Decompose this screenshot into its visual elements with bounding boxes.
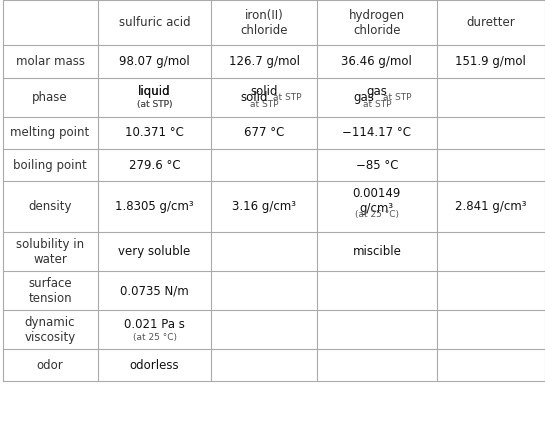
Text: 126.7 g/mol: 126.7 g/mol [229, 55, 300, 68]
Text: dynamic
viscosity: dynamic viscosity [25, 315, 76, 344]
Text: solid: solid [241, 90, 268, 104]
Text: boiling point: boiling point [13, 159, 87, 171]
Text: (at 25 °C): (at 25 °C) [355, 210, 399, 219]
Text: odor: odor [37, 359, 64, 372]
Text: 0.00149
g/cm³: 0.00149 g/cm³ [353, 187, 401, 215]
Text: 3.16 g/cm³: 3.16 g/cm³ [232, 200, 296, 213]
Text: molar mass: molar mass [16, 55, 84, 68]
Text: at STP: at STP [273, 93, 301, 101]
Text: 36.46 g/mol: 36.46 g/mol [341, 55, 413, 68]
Text: melting point: melting point [10, 126, 90, 139]
Text: at STP: at STP [362, 101, 391, 109]
Text: gas: gas [366, 85, 387, 98]
Text: gas: gas [353, 90, 374, 104]
Text: hydrogen
chloride: hydrogen chloride [349, 8, 405, 37]
Text: liquid: liquid [138, 85, 171, 98]
Text: liquid: liquid [138, 85, 171, 98]
Text: 10.371 °C: 10.371 °C [125, 126, 184, 139]
Text: very soluble: very soluble [118, 245, 191, 258]
Text: surface
tension: surface tension [28, 276, 72, 305]
Text: (at STP): (at STP) [137, 101, 172, 109]
Text: odorless: odorless [130, 359, 179, 372]
Text: duretter: duretter [467, 16, 515, 29]
Text: sulfuric acid: sulfuric acid [119, 16, 190, 29]
Text: density: density [28, 200, 72, 213]
Text: at STP: at STP [383, 93, 411, 101]
Text: phase: phase [32, 90, 68, 104]
Text: 0.0735 N/m: 0.0735 N/m [120, 284, 189, 297]
Text: solid: solid [251, 85, 278, 98]
Text: (at 25 °C): (at 25 °C) [132, 333, 177, 342]
Text: miscible: miscible [353, 245, 401, 258]
Text: 1.8305 g/cm³: 1.8305 g/cm³ [115, 200, 194, 213]
Text: 279.6 °C: 279.6 °C [129, 159, 180, 171]
Text: 2.841 g/cm³: 2.841 g/cm³ [455, 200, 526, 213]
Text: solubility in
water: solubility in water [16, 237, 84, 266]
Text: −85 °C: −85 °C [356, 159, 398, 171]
Text: iron(II)
chloride: iron(II) chloride [240, 8, 288, 37]
Text: 0.021 Pa s: 0.021 Pa s [124, 318, 185, 331]
Text: (at STP): (at STP) [137, 100, 172, 109]
Text: −114.17 °C: −114.17 °C [342, 126, 411, 139]
Text: 98.07 g/mol: 98.07 g/mol [119, 55, 190, 68]
Text: at STP: at STP [250, 101, 278, 109]
Text: 677 °C: 677 °C [244, 126, 284, 139]
Text: 151.9 g/mol: 151.9 g/mol [455, 55, 526, 68]
